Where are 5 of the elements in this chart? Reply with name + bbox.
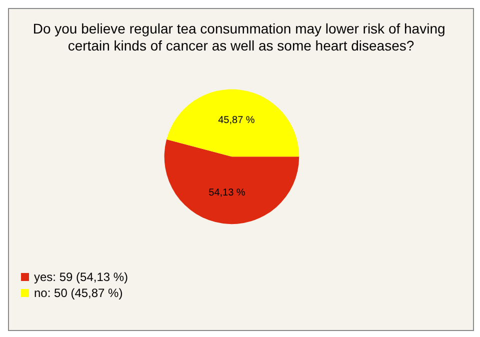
legend-label: no: 50 (45,87 %)	[34, 286, 123, 300]
chart-title: Do you believe regular tea consummation may lower risk of having certain kinds of cancer as well as some heart diseases?	[32, 20, 450, 54]
legend-label: yes: 59 (54,13 %)	[34, 270, 128, 284]
data-label: 45,87 %	[218, 114, 255, 126]
data-label: 54,13 %	[208, 188, 246, 199]
